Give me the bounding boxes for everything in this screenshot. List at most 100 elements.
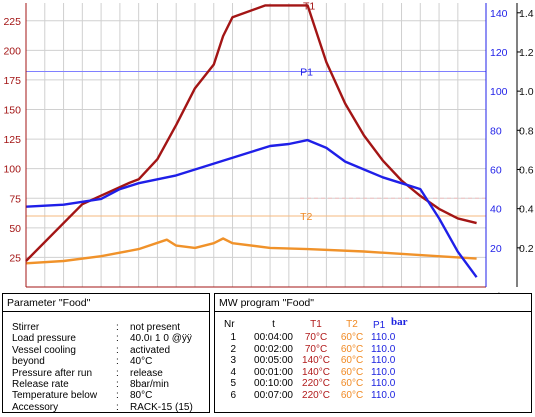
parameter-value: 40.0ı 1 0 @ÿÿ bbox=[130, 333, 192, 345]
parameter-label: Pressure after run bbox=[12, 367, 93, 379]
x-tick-label: 44 bbox=[433, 291, 445, 293]
parameter-separator: : bbox=[116, 401, 119, 413]
parameter-separator: : bbox=[116, 356, 119, 368]
chart-grid bbox=[26, 3, 486, 287]
program-cell-nr: 4 bbox=[230, 366, 236, 378]
parameter-value: 8bar/min bbox=[130, 379, 169, 390]
right-tick-label-pressure: 60 bbox=[490, 164, 502, 176]
header-t: t bbox=[272, 319, 275, 330]
parameter-row: Temperature below:80°C bbox=[12, 390, 207, 402]
x-tick-label: 46 bbox=[452, 291, 464, 293]
right-tick-label-secondary: 1.4 bbox=[519, 8, 534, 20]
program-cell-t1: 140°C bbox=[302, 366, 330, 378]
parameter-row: Pressure after run: release bbox=[12, 368, 207, 380]
x-tick-label: 42 bbox=[414, 291, 426, 293]
series-line-t2 bbox=[25, 237, 477, 265]
header-p1-unit: bar bbox=[391, 316, 408, 328]
parameter-separator: : bbox=[116, 379, 119, 390]
program-cell-nr: 1 bbox=[230, 332, 236, 343]
parameter-row: beyond:40°C bbox=[12, 356, 207, 368]
parameter-label: Release rate bbox=[12, 379, 69, 390]
program-cell-t1: 70°C bbox=[304, 343, 328, 355]
program-cell-p1: 110.0 bbox=[371, 343, 396, 355]
program-cell-t1: 220°C bbox=[302, 390, 330, 401]
parameter-separator: : bbox=[116, 390, 119, 402]
x-tick-label: 24 bbox=[245, 291, 257, 293]
left-tick-label: 150 bbox=[3, 105, 21, 117]
x-tick-label: 38 bbox=[377, 291, 389, 293]
parameter-row: Stirrer: not present bbox=[12, 322, 207, 334]
parameter-row: Release rate:8bar/min bbox=[12, 379, 207, 391]
x-tick-label: 18 bbox=[189, 291, 201, 293]
x-tick-label: 22 bbox=[227, 291, 239, 293]
header-t2: T2 bbox=[346, 319, 358, 330]
left-tick-label: 175 bbox=[3, 75, 21, 87]
parameter-label: Temperature below bbox=[12, 390, 98, 402]
parameter-label: Vessel cooling bbox=[12, 344, 76, 356]
x-tick-label: 28 bbox=[283, 291, 295, 293]
x-tick-label: 16 bbox=[170, 291, 182, 293]
mw-program-header: Nr t T1 T2 P1 bar bbox=[215, 316, 531, 331]
x-tick-label: 32 bbox=[321, 291, 333, 293]
program-cell-t: 00:04:00 bbox=[254, 332, 293, 343]
series-label-t1: T1 bbox=[303, 0, 315, 12]
program-cell-p1: 110.0 bbox=[371, 378, 396, 390]
program-row: 3 00:05:00 140°C 60°C 110.0 bbox=[215, 355, 531, 367]
parameter-value: not present bbox=[130, 322, 181, 333]
program-cell-t2: 60°C bbox=[340, 366, 364, 378]
parameter-label: beyond bbox=[12, 356, 45, 368]
chart-series-labels: T1 P1 T2 bbox=[300, 0, 315, 223]
parameter-row: Vessel cooling: activated bbox=[12, 345, 207, 357]
panel-divider bbox=[3, 311, 209, 312]
program-cell-p1: 110.0 bbox=[371, 355, 396, 367]
parameter-value: 80°C bbox=[130, 390, 153, 402]
header-p1-label: P1 bbox=[373, 320, 386, 331]
program-cell-t2: 60°C bbox=[340, 378, 364, 390]
parameter-panel: Parameter "Food" Stirrer: not present Load… bbox=[2, 293, 210, 413]
right-tick-label-pressure: 40 bbox=[490, 204, 502, 216]
mw-program-panel: MW program "Food" Nr t T1 T2 P1 bar 1 00:… bbox=[214, 293, 532, 413]
x-tick-label: 34 bbox=[339, 291, 351, 293]
parameter-value: activated bbox=[130, 344, 171, 356]
left-tick-label: 125 bbox=[3, 134, 21, 146]
program-row: 4 00:01:00 140°C 60°C 110.0 bbox=[215, 367, 531, 379]
program-cell-t2: 60°C bbox=[340, 343, 364, 355]
x-unit-label: min bbox=[489, 291, 506, 293]
left-tick-label: 75 bbox=[9, 193, 21, 205]
program-cell-nr: 5 bbox=[230, 378, 236, 390]
x-tick-label: 12 bbox=[133, 291, 145, 293]
parameter-value: 40°C bbox=[130, 356, 153, 368]
program-cell-t: 00:07:00 bbox=[254, 390, 293, 401]
program-cell-t2: 60°C bbox=[340, 390, 364, 401]
right-tick-label-pressure: 120 bbox=[490, 47, 508, 59]
program-cell-p1: 110.0 bbox=[371, 390, 396, 401]
parameter-value: release bbox=[130, 367, 163, 379]
program-cell-nr: 2 bbox=[230, 343, 236, 355]
series-line-p1 bbox=[25, 138, 478, 278]
header-t1: T1 bbox=[310, 319, 322, 330]
right-tick-label-secondary: 0.2 bbox=[519, 243, 534, 255]
left-tick-label: 25 bbox=[9, 252, 21, 264]
right-tick-label-pressure: 20 bbox=[490, 243, 502, 255]
right-tick-label-secondary: 0.6 bbox=[519, 164, 534, 176]
program-row: 1 00:04:00 70°C 60°C 110.0 bbox=[215, 332, 531, 344]
x-tick-label: 20 bbox=[208, 291, 220, 293]
program-cell-t1: 220°C bbox=[302, 378, 330, 390]
x-tick-label: 8 bbox=[98, 291, 104, 293]
chart-axes bbox=[25, 3, 521, 288]
x-tick-label: 10 bbox=[114, 291, 126, 293]
parameter-separator: : bbox=[116, 367, 119, 379]
parameter-row: Load pressure:40.0ı 1 0 @ÿÿ bbox=[12, 333, 207, 345]
series-label-t2: T2 bbox=[300, 211, 312, 223]
x-tick-label: 26 bbox=[264, 291, 276, 293]
x-tick-label: 14 bbox=[152, 291, 164, 293]
program-cell-t1: 70°C bbox=[304, 332, 328, 343]
program-row: 5 00:10:00 220°C 60°C 110.0 bbox=[215, 378, 531, 390]
left-tick-label: 50 bbox=[9, 223, 21, 235]
left-tick-label: 200 bbox=[3, 45, 21, 57]
process-chart: 2468101214161820222426283032343638404244… bbox=[3, 0, 534, 293]
x-tick-label: 36 bbox=[358, 291, 370, 293]
chart-reference-lines bbox=[26, 71, 486, 217]
right-tick-label-secondary: 1.0 bbox=[519, 86, 534, 98]
panel-divider bbox=[215, 311, 531, 312]
